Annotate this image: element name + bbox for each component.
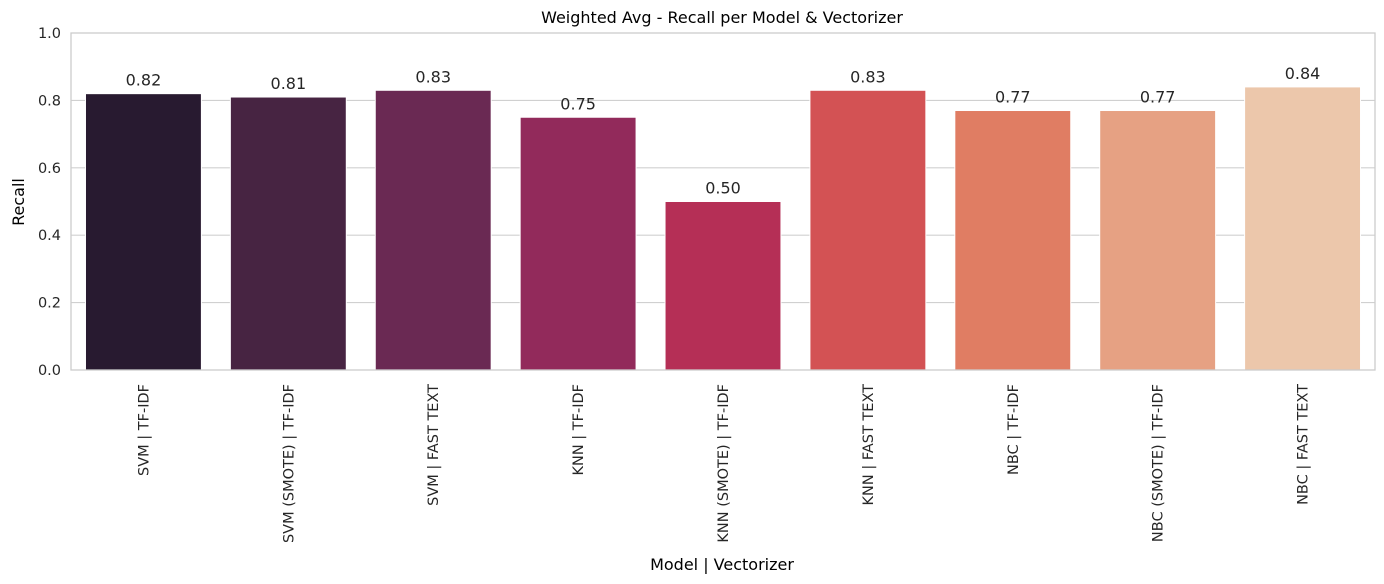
x-tick-label: NBC | FAST TEXT [1296, 384, 1312, 505]
data-label: 0.50 [705, 179, 741, 198]
x-tick-label: KNN | FAST TEXT [861, 384, 877, 506]
plot-frame [70, 32, 1376, 371]
y-tick-label: 0.4 [38, 228, 61, 244]
data-label: 0.82 [126, 71, 162, 90]
bar [809, 89, 927, 371]
data-label: 0.77 [995, 88, 1031, 107]
bar [1099, 110, 1217, 371]
x-tick-label: NBC (SMOTE) | TF-IDF [1151, 384, 1167, 542]
y-tick-label: 0.6 [38, 161, 61, 177]
data-labels: 0.82 0.81 0.83 0.75 0.50 0.83 0.77 0.77 0.84 [126, 64, 1321, 198]
data-label: 0.77 [1140, 88, 1176, 107]
x-axis-ticks: SVM | TF-IDF SVM (SMOTE) | TF-IDF SVM | FA… [136, 384, 1311, 543]
data-label: 0.81 [271, 74, 307, 93]
bar [519, 116, 637, 371]
y-tick-label: 1.0 [38, 26, 61, 42]
chart-title: Weighted Avg - Recall per Model & Vector… [541, 8, 903, 27]
x-tick-label: SVM | FAST TEXT [426, 384, 442, 506]
bar [229, 96, 347, 371]
y-tick-label: 0.8 [38, 93, 61, 109]
y-tick-label: 0.2 [38, 296, 61, 312]
bars [84, 86, 1362, 371]
x-tick-label: KNN | TF-IDF [571, 384, 587, 476]
y-axis-ticks: 0.0 0.2 0.4 0.6 0.8 1.0 [38, 26, 61, 379]
bar [374, 89, 492, 371]
x-axis-label: Model | Vectorizer [650, 555, 794, 574]
bar [84, 93, 202, 371]
x-tick-label: SVM (SMOTE) | TF-IDF [281, 384, 297, 543]
y-axis-label: Recall [9, 178, 28, 226]
x-tick-label: KNN (SMOTE) | TF-IDF [716, 384, 732, 543]
bar [954, 110, 1072, 371]
data-label: 0.83 [850, 67, 886, 86]
bar [664, 201, 782, 371]
x-tick-label: NBC | TF-IDF [1006, 384, 1022, 475]
data-label: 0.84 [1285, 64, 1321, 83]
bar [1244, 86, 1362, 371]
x-tick-label: SVM | TF-IDF [136, 384, 152, 476]
data-label: 0.83 [415, 67, 451, 86]
y-tick-label: 0.0 [38, 363, 61, 379]
data-label: 0.75 [560, 94, 596, 113]
